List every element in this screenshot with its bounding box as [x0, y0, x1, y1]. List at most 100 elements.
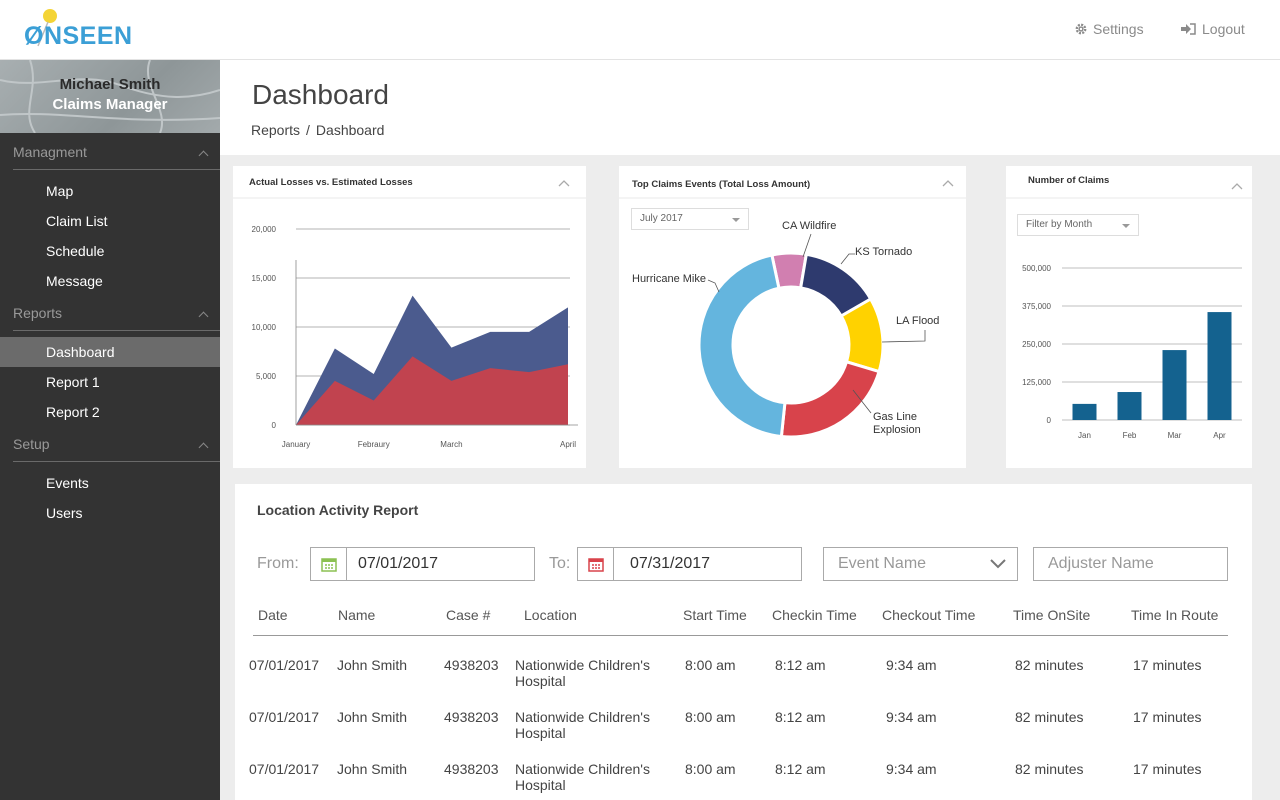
menu-item[interactable]: Users — [46, 505, 83, 521]
y-tick-label: 0 — [272, 421, 277, 430]
menu-item[interactable]: Events — [46, 475, 89, 491]
x-tick-label: Mar — [1168, 431, 1182, 440]
collapse-chevron[interactable] — [1231, 183, 1243, 190]
breadcrumb: Reports / Dashboard — [251, 122, 384, 138]
y-tick-label: 10,000 — [252, 323, 277, 332]
bar — [1117, 392, 1142, 420]
y-tick-label: 20,000 — [252, 225, 277, 234]
leader-line — [802, 233, 812, 258]
donut-chart-card: Top Claims Events (Total Loss Amount) Jul… — [619, 166, 966, 468]
top-bar: ØNSEEN Settings Logout — [0, 0, 1280, 60]
filter-select[interactable]: Filter by Month — [1017, 214, 1139, 236]
y-tick-label: 125,000 — [1022, 378, 1051, 387]
from-date-input[interactable]: 07/01/2017 — [310, 547, 535, 581]
table-cell: 9:34 am — [886, 709, 937, 725]
table-cell: 8:12 am — [775, 761, 826, 777]
table-cell: 82 minutes — [1015, 657, 1084, 673]
x-tick-label: Feb — [1123, 431, 1137, 440]
y-tick-label: 5,000 — [256, 372, 277, 381]
column-header: Time OnSite — [1013, 607, 1091, 623]
to-date-input[interactable]: 07/31/2017 — [577, 547, 802, 581]
donut-label: Hurricane Mike — [632, 273, 706, 285]
donut-chart: Top Claims Events (Total Loss Amount) — [619, 179, 966, 439]
leader-line — [707, 279, 720, 293]
logo-pin-needle — [37, 21, 49, 47]
sidebar: Michael Smith Claims Manager Managment Ma… — [0, 60, 220, 800]
menu-item[interactable]: Report 2 — [46, 404, 100, 420]
menu-item[interactable]: Map — [46, 183, 74, 199]
logout-icon — [1181, 23, 1196, 35]
menu-item[interactable]: Claim List — [46, 213, 108, 229]
x-tick-label: January — [282, 440, 310, 449]
section-header[interactable]: Setup — [13, 429, 220, 462]
calendar-icon — [320, 558, 337, 572]
column-header: Start Time — [683, 607, 747, 623]
table-cell: 4938203 — [444, 657, 499, 673]
donut-label: KS Tornado — [855, 246, 913, 258]
calendar-button[interactable] — [311, 548, 347, 580]
to-label: To: — [549, 555, 571, 572]
section-header[interactable]: Managment — [13, 137, 220, 170]
breadcrumb-item[interactable]: Reports — [251, 122, 301, 138]
logout-link[interactable]: Logout — [1180, 21, 1245, 37]
menu-list: Events Users — [0, 462, 220, 530]
leader-line — [840, 253, 855, 265]
table-cell: 8:00 am — [685, 657, 736, 673]
table-header-rule — [253, 635, 1228, 636]
table-cell: 9:34 am — [886, 657, 937, 673]
donut-label: LA Flood — [896, 315, 940, 327]
bar-chart-card: Number of Claims 0 125,000 250,000 375,000 50… — [1006, 166, 1252, 468]
donut-segment — [697, 253, 787, 439]
column-header: Checkin Time — [772, 607, 857, 623]
gear-icon — [1075, 23, 1087, 35]
menu-item[interactable]: Schedule — [46, 243, 105, 259]
chart-title: Top Claims Events (Total Loss Amount) — [632, 179, 810, 190]
leader-line — [881, 330, 926, 343]
table-cell: 82 minutes — [1015, 761, 1084, 777]
logo[interactable]: ØNSEEN — [18, 6, 148, 54]
collapse-chevron[interactable] — [558, 180, 570, 187]
logo-pin — [43, 9, 57, 23]
report-title: Location Activity Report — [257, 502, 419, 518]
menu-list: Map Claim List Schedule Message — [0, 170, 220, 298]
column-header: Name — [338, 607, 376, 623]
calendar-button[interactable] — [578, 548, 614, 580]
settings-link[interactable]: Settings — [1075, 21, 1144, 37]
table-cell: 8:00 am — [685, 709, 736, 725]
page-header: Dashboard Reports / Dashboard — [220, 60, 1280, 155]
y-tick-label: 15,000 — [252, 274, 277, 283]
adjuster-input[interactable]: Adjuster Name — [1033, 547, 1228, 581]
from-label: From: — [257, 555, 299, 572]
user-role: Claims Manager — [52, 96, 168, 113]
menu-item[interactable]: Message — [46, 273, 103, 289]
column-header: Location — [524, 607, 577, 623]
chart-title: Actual Losses vs. Estimated Losses — [249, 177, 413, 188]
map-texture — [0, 60, 220, 133]
table-cell: Nationwide Children's Hospital — [515, 761, 650, 793]
table-cell: 8:00 am — [685, 761, 736, 777]
bar-chart: Number of Claims 0 125,000 250,000 375,000 50… — [1006, 175, 1252, 440]
table-cell: John Smith — [337, 657, 408, 673]
to-date-value: 07/31/2017 — [630, 555, 711, 572]
event-placeholder: Event Name — [838, 555, 927, 572]
page-title: Dashboard — [252, 79, 389, 110]
y-tick-label: 0 — [1047, 416, 1052, 425]
breadcrumb-separator: / — [306, 122, 310, 138]
x-tick-label: Apr — [1213, 431, 1226, 440]
table-cell: 17 minutes — [1133, 657, 1202, 673]
menu-item[interactable]: Report 1 — [46, 374, 100, 390]
table-cell: 82 minutes — [1015, 709, 1084, 725]
event-select[interactable]: Event Name — [823, 547, 1018, 581]
menu-item[interactable]: Dashboard — [0, 337, 220, 367]
table-cell: 17 minutes — [1133, 761, 1202, 777]
filter-select[interactable]: July 2017 — [631, 208, 749, 230]
table-cell: Nationwide Children's Hospital — [515, 657, 650, 689]
x-tick-label: March — [440, 440, 462, 449]
section-header[interactable]: Reports — [13, 298, 220, 331]
column-header: Case # — [446, 607, 491, 623]
table-cell: 8:12 am — [775, 657, 826, 673]
bar — [1072, 403, 1097, 420]
from-date-value: 07/01/2017 — [358, 555, 439, 572]
collapse-chevron[interactable] — [942, 180, 954, 187]
